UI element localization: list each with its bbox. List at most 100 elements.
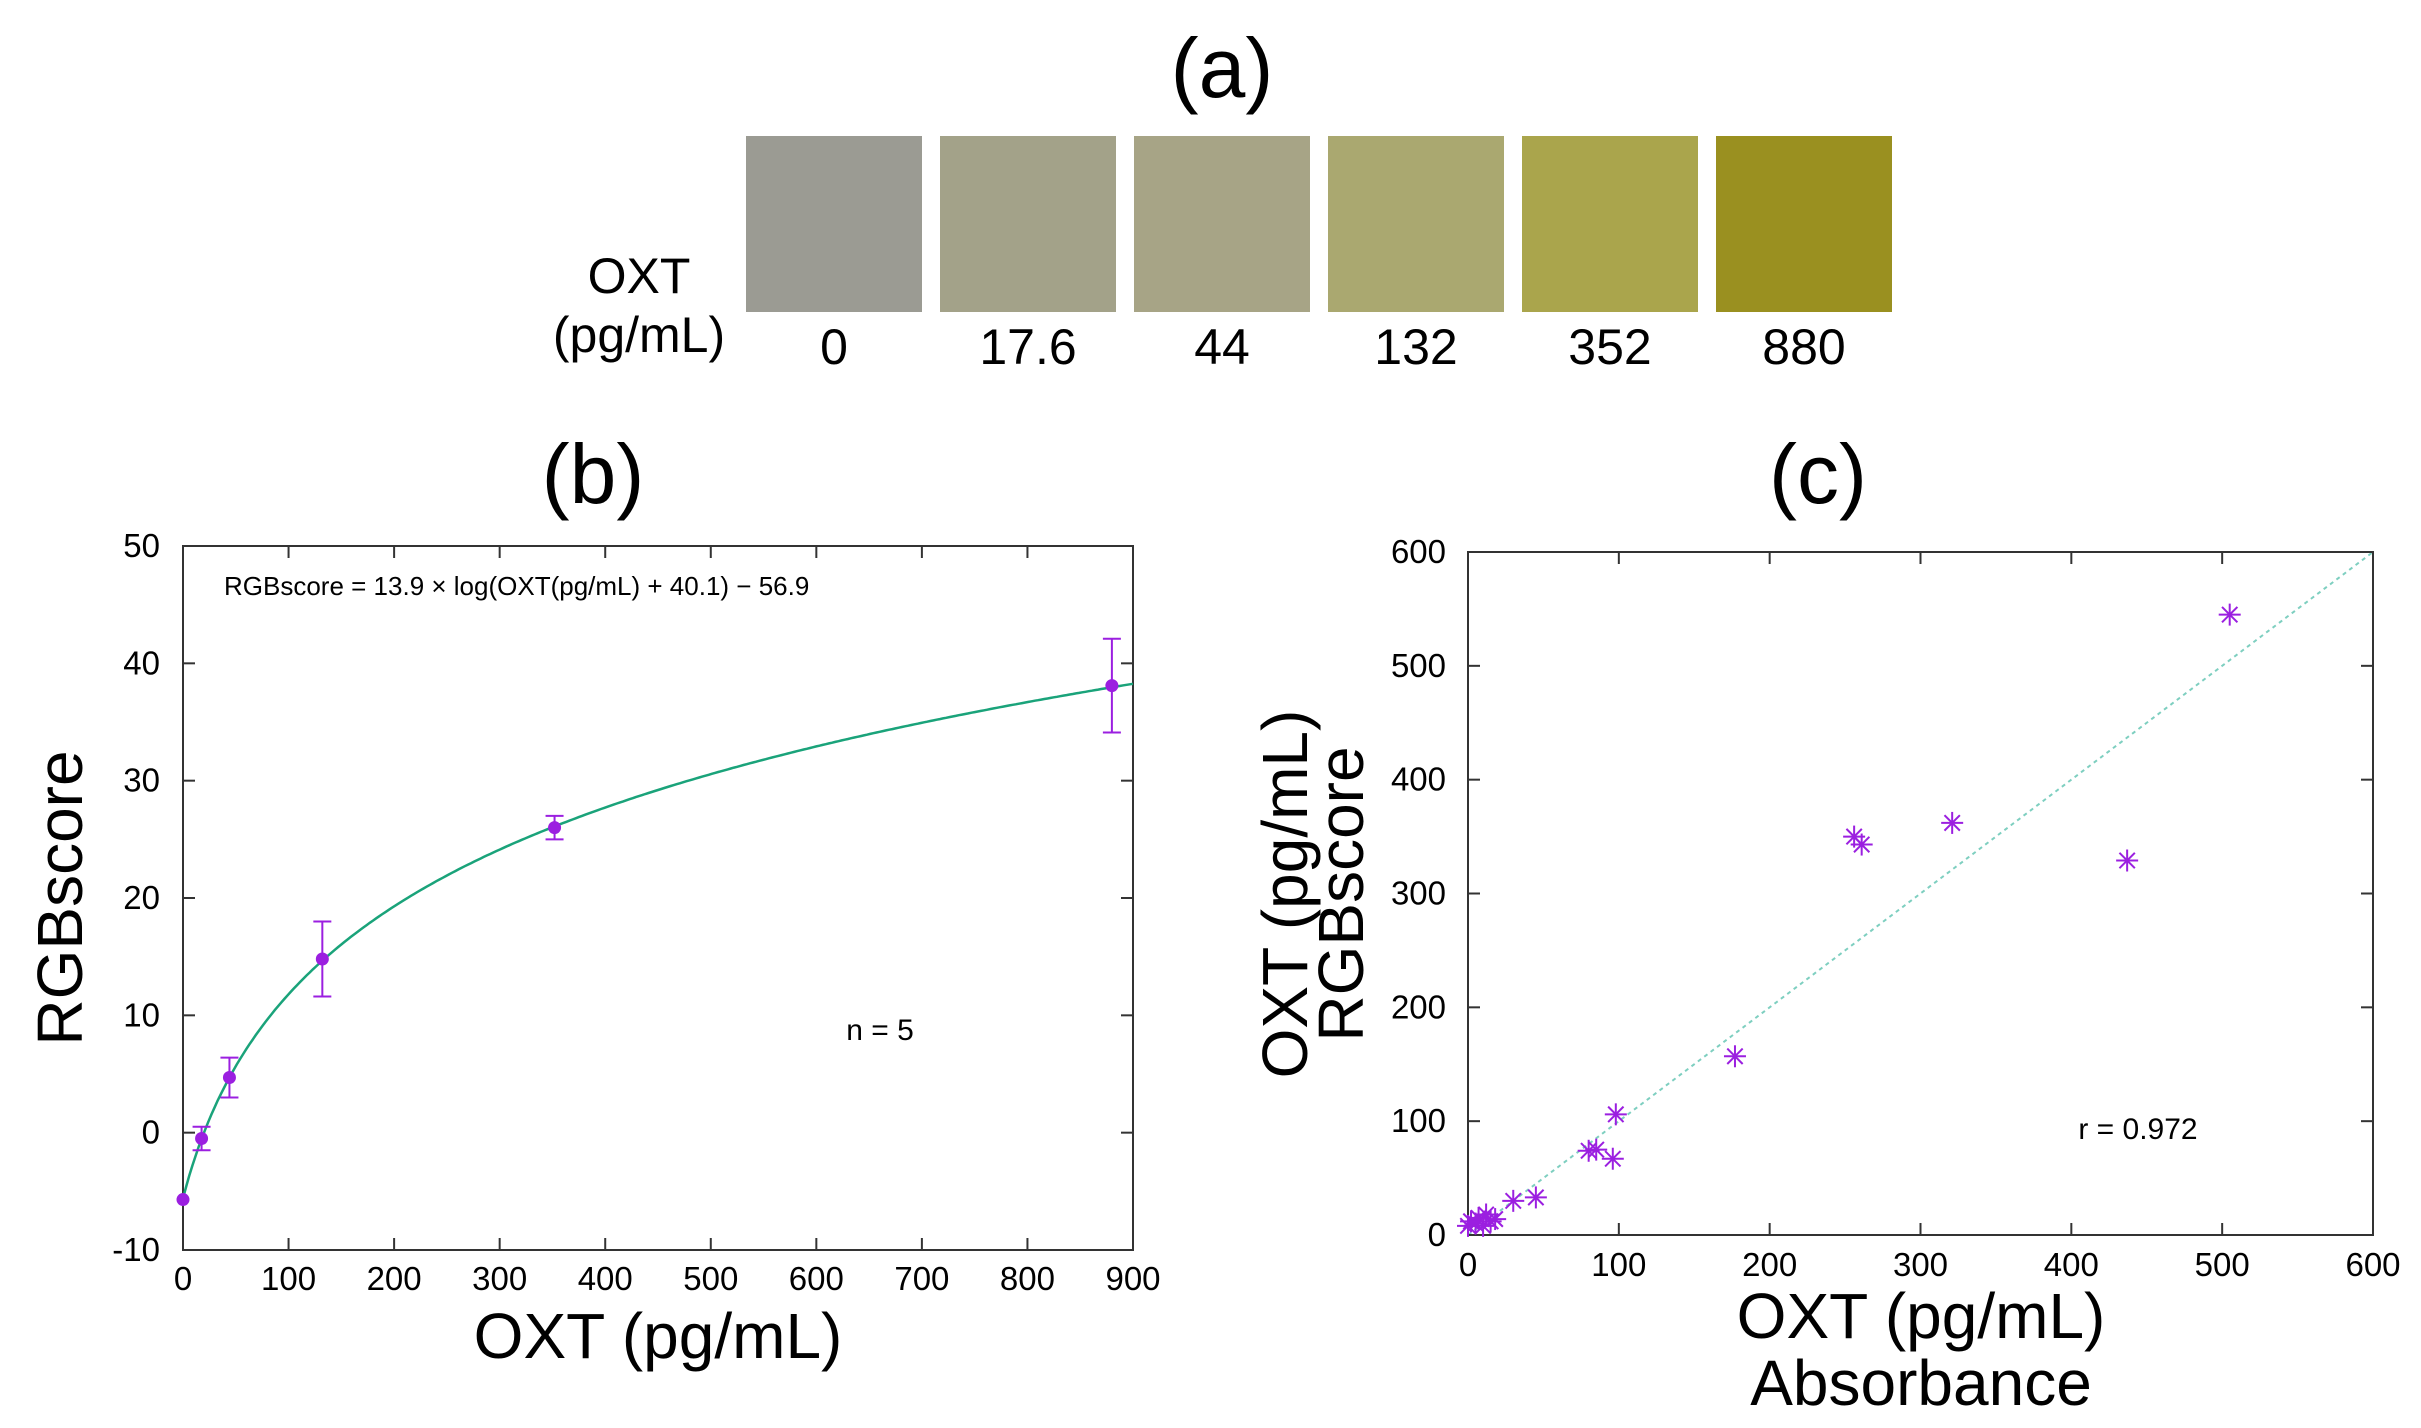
swatch-concentration-label: 352 — [1568, 319, 1651, 375]
data-point — [222, 1071, 236, 1085]
y-tick-label: 600 — [1391, 533, 1446, 570]
swatch-caption-line2: (pg/mL) — [553, 307, 725, 363]
asterisk-stroke — [1845, 828, 1863, 845]
panel-b-label: (b) — [542, 427, 645, 521]
y-tick-label: 400 — [1391, 761, 1446, 798]
asterisk-stroke — [2118, 852, 2136, 869]
x-tick-label: 700 — [894, 1260, 949, 1297]
y-tick-label: 10 — [123, 996, 160, 1033]
y-tick-label: 300 — [1391, 875, 1446, 912]
plot-c-xlabel-line1: OXT (pg/mL) — [1737, 1280, 2106, 1352]
data-point-asterisk — [1601, 1147, 1624, 1170]
x-tick-label: 400 — [2044, 1246, 2099, 1283]
color-swatch — [1522, 136, 1698, 312]
x-tick-label: 600 — [2345, 1246, 2400, 1283]
plot-b-equation: RGBscore = 13.9 × log(OXT(pg/mL) + 40.1)… — [224, 571, 809, 601]
data-point — [195, 1132, 209, 1146]
data-point — [315, 952, 329, 966]
swatch-concentration-label: 17.6 — [979, 319, 1076, 375]
data-point — [1105, 679, 1119, 693]
asterisk-stroke — [1726, 1047, 1744, 1065]
y-tick-label: 50 — [123, 527, 160, 564]
plot-c-identity-line — [1467, 551, 2374, 1236]
y-tick-label: 100 — [1391, 1102, 1446, 1139]
plot-c-ylabel-line1: OXT (pg/mL) — [1249, 710, 1321, 1079]
x-tick-label: 500 — [683, 1260, 738, 1297]
data-point — [176, 1193, 190, 1207]
asterisk-stroke — [1943, 814, 1961, 832]
panel-b: (b) 0 100 200 300 400 500 600 700 800 900 -10 0 10 20… — [24, 427, 1161, 1372]
x-tick-label: 0 — [1459, 1246, 1477, 1283]
asterisk-stroke — [1587, 1141, 1605, 1159]
plot-c-points — [1457, 603, 2241, 1237]
data-point-asterisk — [2218, 603, 2241, 626]
x-tick-label: 100 — [1591, 1246, 1646, 1283]
color-swatch — [1716, 136, 1892, 312]
y-tick-label: 30 — [123, 762, 160, 799]
swatch-caption-line1: OXT — [588, 248, 691, 304]
panel-a: (a) 0 17.6 44 132 352 880 OXT (pg/mL) — [553, 21, 1892, 375]
color-swatch — [1134, 136, 1310, 312]
plot-c-annotation: r = 0.972 — [2078, 1113, 2197, 1146]
data-point-asterisk — [1502, 1189, 1525, 1212]
x-tick-label: 100 — [261, 1260, 316, 1297]
swatch-concentration-label: 132 — [1374, 319, 1457, 375]
asterisk-stroke — [1477, 1206, 1495, 1223]
color-swatch — [940, 136, 1116, 312]
swatch-concentration-label: 0 — [820, 319, 848, 375]
x-tick-label: 600 — [789, 1260, 844, 1297]
y-tick-label: -10 — [112, 1231, 160, 1268]
y-tick-label: 40 — [123, 644, 160, 681]
panel-c: (c) 0 100 200 300 400 500 600 0 100 200 300 400 500 6… — [1249, 427, 2401, 1419]
swatch-row: 0 17.6 44 132 352 880 — [746, 136, 1892, 375]
swatch-concentration-label: 44 — [1194, 319, 1250, 375]
x-tick-label: 200 — [367, 1260, 422, 1297]
data-point-asterisk — [1941, 811, 1964, 834]
x-tick-label: 500 — [2195, 1246, 2250, 1283]
y-tick-label: 0 — [142, 1114, 160, 1151]
y-tick-label: 500 — [1391, 647, 1446, 684]
y-tick-label: 0 — [1428, 1216, 1446, 1253]
asterisk-stroke — [1853, 836, 1871, 853]
x-tick-label: 300 — [1893, 1246, 1948, 1283]
x-tick-label: 0 — [174, 1260, 192, 1297]
x-tick-label: 900 — [1105, 1260, 1160, 1297]
data-point-asterisk — [1484, 1208, 1507, 1231]
data-point-asterisk — [1585, 1138, 1608, 1161]
data-point — [548, 821, 562, 835]
asterisk-stroke — [1486, 1210, 1504, 1228]
data-point-asterisk — [1604, 1103, 1627, 1126]
plot-b-ticks: 0 100 200 300 400 500 600 700 800 900 -10 0 10 20 30 40… — [112, 527, 1160, 1297]
asterisk-stroke — [1527, 1189, 1545, 1206]
color-swatch — [746, 136, 922, 312]
asterisk-stroke — [1580, 1142, 1598, 1160]
color-swatch — [1328, 136, 1504, 312]
data-point-asterisk — [1850, 833, 1873, 856]
panel-c-label: (c) — [1769, 427, 1867, 521]
plot-b-annotation: n = 5 — [846, 1014, 914, 1047]
data-point-asterisk — [2116, 849, 2139, 872]
asterisk-stroke — [1604, 1150, 1622, 1168]
plot-b-xlabel: OXT (pg/mL) — [474, 1300, 843, 1372]
swatch-concentration-label: 880 — [1762, 319, 1845, 375]
plot-b-frame — [182, 545, 1134, 1251]
y-tick-label: 200 — [1391, 988, 1446, 1025]
x-tick-label: 200 — [1742, 1246, 1797, 1283]
asterisk-stroke — [1504, 1192, 1522, 1210]
plot-c-ylabel-line2: RGBscore — [1305, 746, 1377, 1041]
plot-b-fit-curve — [181, 682, 1134, 1199]
plot-b-ylabel: RGBscore — [24, 750, 96, 1045]
data-point-asterisk — [1524, 1186, 1547, 1209]
plot-b-points — [176, 637, 1121, 1207]
asterisk-stroke — [1607, 1105, 1625, 1123]
data-point-asterisk — [1723, 1045, 1746, 1068]
y-tick-label: 20 — [123, 879, 160, 916]
x-tick-label: 800 — [1000, 1260, 1055, 1297]
asterisk-stroke — [2221, 606, 2239, 624]
plot-c-ticks: 0 100 200 300 400 500 600 0 100 200 300 400 500 600 — [1391, 533, 2401, 1283]
panel-a-label: (a) — [1171, 21, 1274, 115]
plot-c-xlabel-line2: Absorbance — [1750, 1347, 2092, 1419]
x-tick-label: 300 — [472, 1260, 527, 1297]
x-tick-label: 400 — [578, 1260, 633, 1297]
